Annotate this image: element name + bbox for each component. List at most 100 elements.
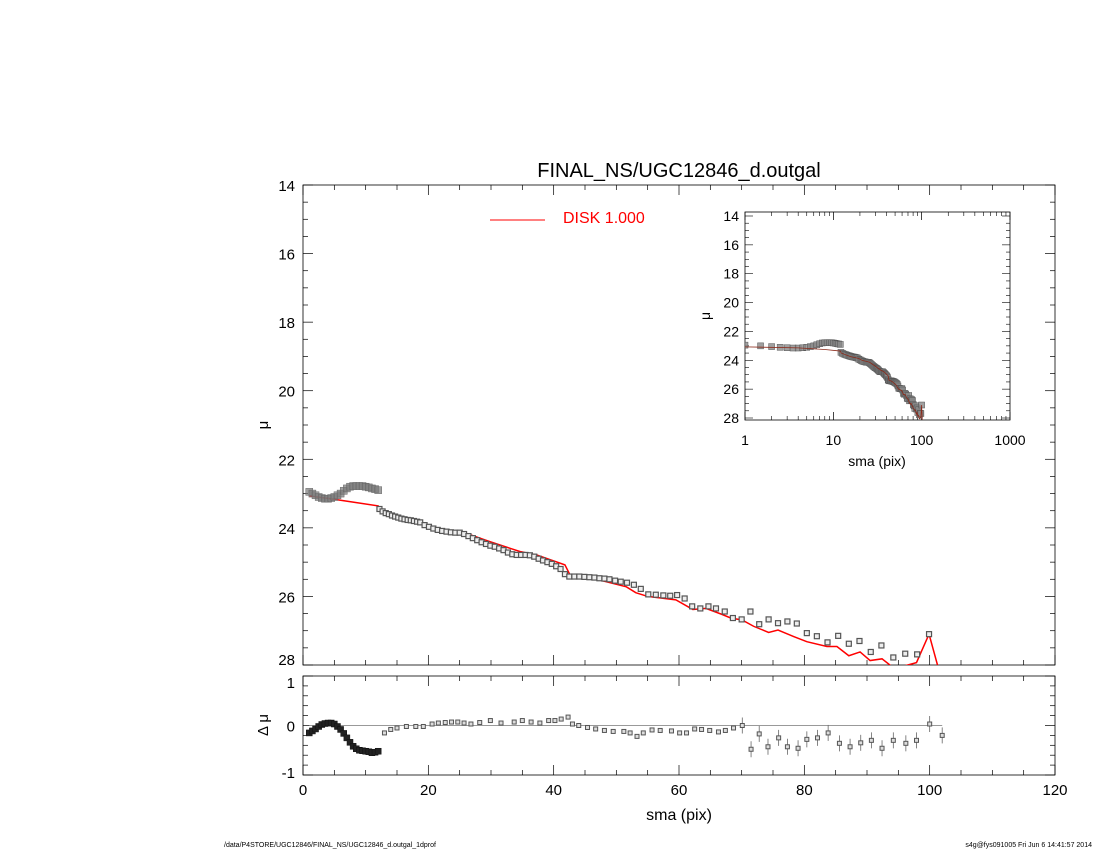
inset-y-tick-label: 14	[723, 208, 739, 224]
residual-point	[601, 727, 607, 733]
data-point	[667, 592, 674, 599]
residual-point	[461, 720, 467, 726]
inset-y-tick-label: 22	[723, 323, 739, 339]
residual-point	[477, 720, 483, 726]
residual-point	[739, 723, 745, 728]
residual-point	[593, 726, 599, 732]
residual-point	[677, 730, 683, 736]
data-point	[765, 616, 772, 623]
residual-point	[776, 735, 782, 741]
residual-point	[487, 718, 493, 724]
inset-y-tick-label: 26	[723, 381, 739, 397]
residual-point	[927, 721, 933, 727]
residual-point	[610, 728, 616, 734]
data-point	[835, 632, 842, 639]
inset-model-line	[745, 346, 923, 420]
x-tick-label: 80	[796, 782, 813, 799]
data-point	[581, 573, 588, 580]
y-tick-label: 20	[278, 384, 295, 401]
data-point	[606, 576, 613, 583]
residual-point	[707, 727, 713, 733]
data-point	[756, 621, 763, 628]
inset-data-point	[745, 341, 749, 349]
y-tick-label: 24	[278, 521, 295, 538]
data-point	[697, 605, 704, 612]
data-point	[596, 575, 603, 582]
data-point	[611, 577, 619, 584]
residual-point	[756, 731, 762, 737]
residual-point	[699, 726, 705, 732]
residual-point	[847, 744, 853, 750]
residual-point	[546, 718, 552, 724]
inset-data-point	[757, 342, 764, 350]
x-tick-label: 60	[671, 782, 688, 799]
residual-point	[836, 740, 842, 746]
inset-plot-area	[745, 339, 925, 420]
data-point	[747, 608, 754, 615]
residual-point	[731, 725, 737, 731]
data-point	[623, 579, 631, 586]
residual-point	[657, 727, 663, 733]
residual-point	[868, 737, 874, 743]
inset-x-axis-label: sma (pix)	[848, 453, 906, 469]
data-point	[645, 591, 652, 598]
residual-point	[565, 714, 571, 720]
footer-timestamp: s4g@fys091005 Fri Jun 6 14:41:57 2014	[965, 842, 1092, 849]
residual-point	[715, 729, 721, 735]
residual-point	[627, 730, 633, 736]
residual-point	[879, 745, 885, 751]
data-point	[824, 639, 831, 646]
residual-point	[374, 747, 382, 755]
residual-point	[858, 740, 864, 746]
y-tick-label: 14	[278, 178, 295, 195]
residual-y-tick-label: 1	[287, 675, 295, 692]
residual-point	[569, 721, 575, 727]
inset-x-tick-label: 1000	[994, 432, 1025, 448]
residual-point	[558, 716, 564, 722]
residual-point	[420, 723, 426, 729]
data-point	[374, 486, 382, 494]
data-point	[705, 603, 712, 610]
data-point	[845, 640, 852, 647]
x-tick-label: 120	[1042, 782, 1067, 799]
data-point	[867, 648, 874, 656]
data-point	[914, 651, 921, 658]
y-axis-label-main: μ	[255, 421, 272, 430]
residual-point	[621, 728, 627, 734]
data-point	[576, 573, 583, 580]
data-point	[902, 650, 909, 657]
x-tick-label: 0	[299, 782, 307, 799]
data-point	[601, 575, 608, 582]
residual-point	[552, 718, 558, 724]
residual-point	[511, 719, 517, 725]
residual-point	[890, 737, 896, 743]
inset-x-tick-label: 100	[910, 432, 934, 448]
residual-point	[722, 727, 728, 733]
data-point	[652, 591, 659, 598]
data-point	[571, 573, 578, 580]
x-axis-label: sma (pix)	[646, 807, 712, 824]
data-point	[689, 603, 696, 610]
residual-point	[455, 719, 461, 725]
y-tick-label: 16	[278, 247, 295, 264]
y-tick-label: 28	[278, 652, 295, 669]
residual-point	[528, 719, 534, 725]
residual-point	[825, 730, 831, 736]
inset-x-tick-label: 10	[826, 432, 842, 448]
inset-y-tick-label: 18	[723, 266, 739, 282]
x-tick-label: 40	[545, 782, 562, 799]
y-axis-label-residual: Δ μ	[255, 714, 272, 736]
data-point	[878, 642, 885, 649]
residual-point	[468, 721, 474, 727]
residual-point	[519, 718, 525, 724]
residual-point	[765, 744, 771, 750]
residual-point	[784, 744, 790, 750]
data-point	[617, 578, 624, 585]
residual-point	[403, 723, 409, 729]
residual-point	[429, 721, 435, 727]
data-point	[721, 608, 728, 615]
data-point	[803, 630, 810, 637]
residual-point	[795, 745, 801, 751]
residual-y-tick-label: 0	[287, 719, 295, 736]
